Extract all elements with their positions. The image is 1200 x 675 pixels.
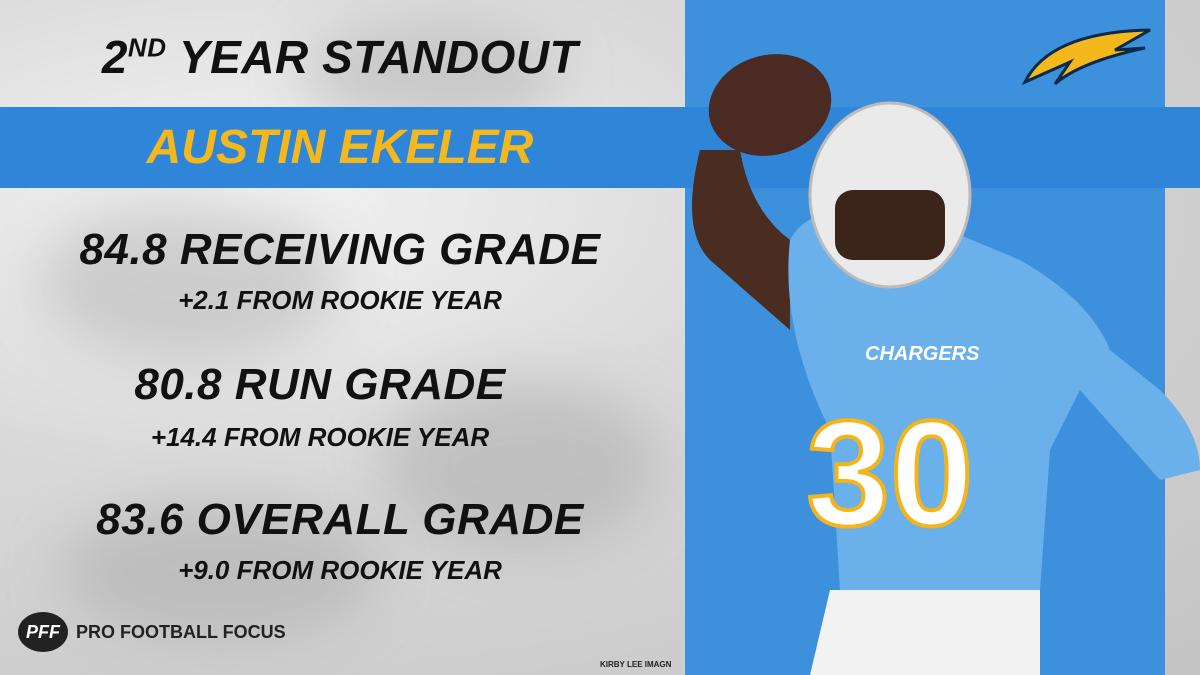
title-rest: YEAR STANDOUT	[178, 31, 579, 83]
logo-text: PRO FOOTBALL FOCUS	[76, 621, 286, 642]
stat-change: +2.1 FROM ROOKIE YEAR	[178, 285, 502, 315]
football	[708, 54, 832, 156]
title: 2ND YEAR STANDOUT	[0, 30, 680, 84]
title-number: 2	[101, 31, 128, 83]
cloud	[380, 380, 660, 550]
photo-credit: KIRBY LEE IMAGN	[600, 660, 672, 669]
title-suffix: ND	[127, 32, 167, 63]
pff-logo: PFF PRO FOOTBALL FOCUS	[18, 612, 286, 652]
player-illustration: CHARGERS 30	[692, 54, 1200, 675]
cloud	[60, 500, 380, 640]
name-band	[0, 107, 1200, 188]
player-name: AUSTIN EKELER	[146, 121, 534, 174]
cloud	[40, 200, 340, 360]
arm	[692, 150, 790, 330]
face	[835, 190, 945, 260]
bolt	[1021, 28, 1151, 86]
stat-headline: 83.6 OVERALL GRADE	[96, 495, 584, 544]
pants	[810, 590, 1040, 675]
stat-change: +14.4 FROM ROOKIE YEAR	[150, 422, 490, 452]
logo-mark: PFF	[18, 612, 68, 652]
stat-headline: 80.8 RUN GRADE	[134, 360, 506, 409]
jersey-number: 30	[807, 389, 974, 557]
jersey	[788, 208, 1200, 605]
stat-headline: 84.8 RECEIVING GRADE	[79, 225, 601, 274]
team-logo	[1021, 28, 1151, 86]
stat-change: +9.0 FROM ROOKIE YEAR	[178, 555, 502, 585]
jersey-text: CHARGERS	[865, 343, 980, 365]
